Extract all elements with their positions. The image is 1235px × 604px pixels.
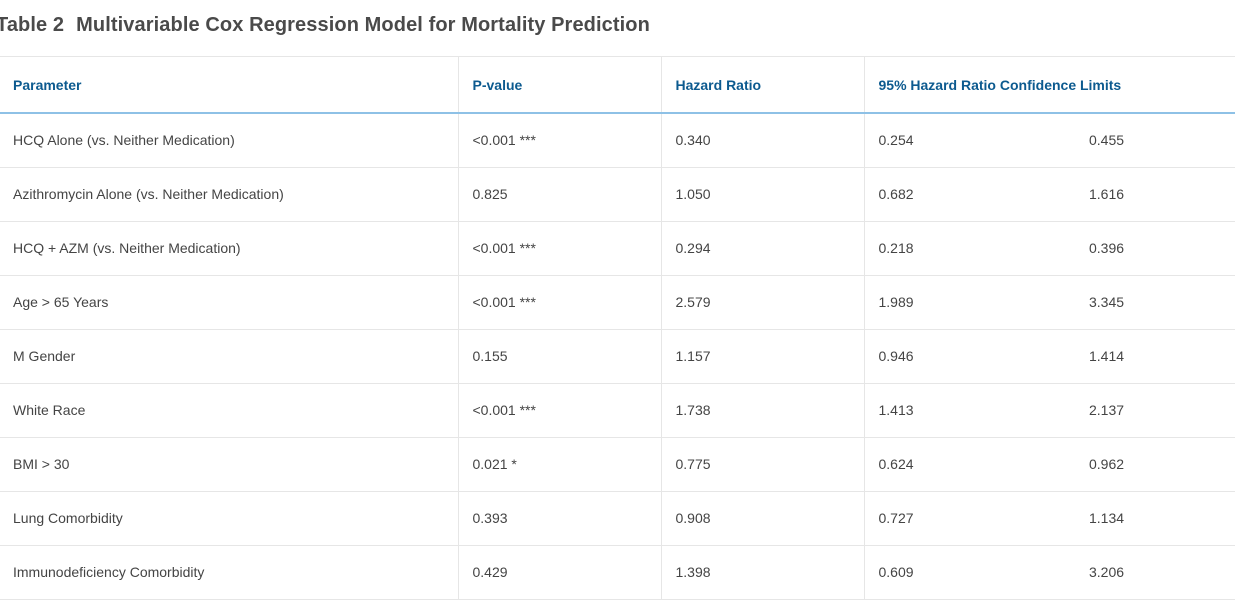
cell-ci-lower: 0.218 [864, 221, 1073, 276]
table-row: BMI > 30 0.021 * 0.775 0.624 0.962 [0, 437, 1235, 492]
cell-p-value: <0.001 *** [458, 221, 662, 276]
cell-ci-upper: 3.206 [1073, 545, 1235, 600]
cell-p-value: <0.001 *** [458, 383, 662, 438]
cell-hazard-ratio: 0.775 [661, 437, 865, 492]
table-caption: Table 2 Multivariable Cox Regression Mode… [0, 14, 650, 37]
cell-p-value: 0.155 [458, 329, 662, 384]
cell-parameter: Age > 65 Years [0, 275, 459, 330]
cell-parameter: BMI > 30 [0, 437, 459, 492]
cell-ci-upper: 1.414 [1073, 329, 1235, 384]
header-confidence-limits: 95% Hazard Ratio Confidence Limits [864, 57, 1235, 114]
cell-ci-upper: 0.455 [1073, 113, 1235, 168]
cell-p-value: 0.429 [458, 545, 662, 600]
table-row: M Gender 0.155 1.157 0.946 1.414 [0, 329, 1235, 384]
cell-hazard-ratio: 1.050 [661, 167, 865, 222]
cell-ci-lower: 1.989 [864, 275, 1073, 330]
cell-p-value: <0.001 *** [458, 113, 662, 168]
table-row: Age > 65 Years <0.001 *** 2.579 1.989 3.345 [0, 275, 1235, 330]
table-body: HCQ Alone (vs. Neither Medication) <0.001… [0, 113, 1235, 600]
cell-parameter: White Race [0, 383, 459, 438]
header-row: Parameter P-value Hazard Ratio 95% Hazar… [0, 57, 1235, 114]
cell-p-value: 0.825 [458, 167, 662, 222]
cell-p-value: 0.021 * [458, 437, 662, 492]
cell-parameter: Immunodeficiency Comorbidity [0, 545, 459, 600]
table-row: Lung Comorbidity 0.393 0.908 0.727 1.134 [0, 491, 1235, 546]
cell-ci-lower: 0.682 [864, 167, 1073, 222]
header-p-value: P-value [458, 57, 662, 114]
cell-p-value: <0.001 *** [458, 275, 662, 330]
cell-parameter: Lung Comorbidity [0, 491, 459, 546]
cell-ci-upper: 0.396 [1073, 221, 1235, 276]
table-row: Immunodeficiency Comorbidity 0.429 1.398 0.… [0, 545, 1235, 600]
table-row: Azithromycin Alone (vs. Neither Medicati… [0, 167, 1235, 222]
cell-parameter: HCQ Alone (vs. Neither Medication) [0, 113, 459, 168]
cell-ci-lower: 1.413 [864, 383, 1073, 438]
cell-ci-upper: 1.616 [1073, 167, 1235, 222]
cell-parameter: Azithromycin Alone (vs. Neither Medicati… [0, 167, 459, 222]
cell-p-value: 0.393 [458, 491, 662, 546]
header-parameter: Parameter [0, 57, 459, 114]
cell-ci-upper: 3.345 [1073, 275, 1235, 330]
cell-ci-upper: 0.962 [1073, 437, 1235, 492]
table-row: HCQ + AZM (vs. Neither Medication) <0.001… [0, 221, 1235, 276]
cell-hazard-ratio: 0.908 [661, 491, 865, 546]
cell-parameter: HCQ + AZM (vs. Neither Medication) [0, 221, 459, 276]
cell-hazard-ratio: 0.340 [661, 113, 865, 168]
header-hazard-ratio: Hazard Ratio [661, 57, 865, 114]
regression-table-container: Parameter P-value Hazard Ratio 95% Hazar… [0, 56, 1235, 600]
cell-hazard-ratio: 2.579 [661, 275, 865, 330]
cell-ci-upper: 1.134 [1073, 491, 1235, 546]
table-row: HCQ Alone (vs. Neither Medication) <0.001… [0, 113, 1235, 168]
cell-ci-lower: 0.946 [864, 329, 1073, 384]
table-row: White Race <0.001 *** 1.738 1.413 2.137 [0, 383, 1235, 438]
cell-parameter: M Gender [0, 329, 459, 384]
cell-ci-lower: 0.254 [864, 113, 1073, 168]
regression-table: Parameter P-value Hazard Ratio 95% Hazar… [0, 57, 1235, 600]
cell-hazard-ratio: 0.294 [661, 221, 865, 276]
cell-ci-lower: 0.727 [864, 491, 1073, 546]
cell-ci-upper: 2.137 [1073, 383, 1235, 438]
table-number: Table 2 [0, 14, 65, 36]
cell-ci-lower: 0.624 [864, 437, 1073, 492]
table-header: Parameter P-value Hazard Ratio 95% Hazar… [0, 57, 1235, 114]
cell-hazard-ratio: 1.157 [661, 329, 865, 384]
table-title: Multivariable Cox Regression Model for M… [76, 14, 650, 36]
cell-hazard-ratio: 1.398 [661, 545, 865, 600]
cell-ci-lower: 0.609 [864, 545, 1073, 600]
cell-hazard-ratio: 1.738 [661, 383, 865, 438]
